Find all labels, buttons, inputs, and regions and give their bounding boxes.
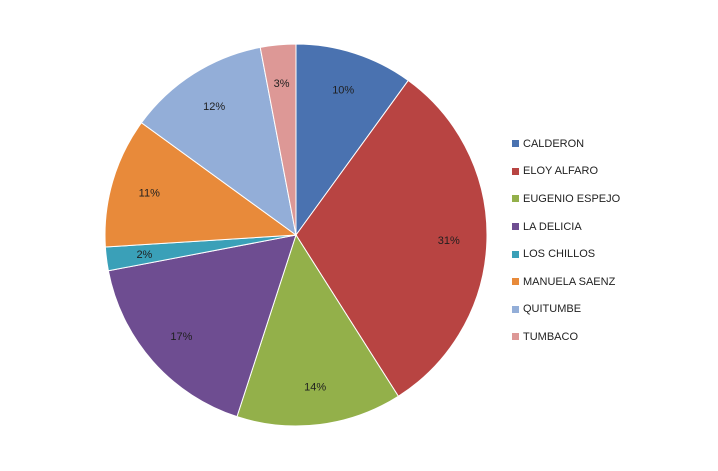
data-label-los-chillos: 2% [136, 249, 152, 261]
legend-label: LA DELICIA [523, 220, 582, 233]
pie-slice-calderon [295, 43, 409, 237]
legend-label: EUGENIO ESPEJO [523, 192, 621, 205]
legend-swatch [512, 250, 519, 258]
pie-slice-manuela-saenz [104, 122, 298, 248]
legend: CALDERON ELOY ALFARO EUGENIO ESPEJO LA DELI… [512, 130, 620, 351]
legend-swatch [512, 333, 519, 341]
legend-swatch [512, 140, 519, 148]
legend-label: ELOY ALFARO [523, 165, 599, 178]
pie-slice-tumbaco [259, 43, 297, 236]
legend-label: CALDERON [523, 137, 585, 150]
pie-labels: 10% 31% 14% 17% 2% 11% 12% 3% [136, 78, 459, 394]
legend-swatch [512, 223, 519, 231]
legend-swatch [512, 195, 519, 203]
legend-label: LOS CHILLOS [523, 248, 596, 261]
data-label-quitumbe: 12% [203, 101, 225, 113]
data-label-manuela-saenz: 11% [139, 187, 160, 199]
data-label-eloy-alfaro: 31% [438, 235, 460, 247]
pie-slice-quitumbe [140, 46, 297, 237]
legend-label: TUMBACO [523, 330, 578, 343]
data-label-tumbaco: 3% [274, 78, 290, 90]
legend-swatch [512, 167, 519, 175]
pie-slice-la-delicia [107, 234, 297, 418]
data-label-calderon: 10% [332, 85, 354, 97]
pie-slice-eugenio-espejo [236, 233, 400, 427]
legend-item: EUGENIO ESPEJO [512, 185, 620, 213]
data-label-eugenio-espejo: 14% [304, 382, 326, 394]
legend-label: QUITUMBE [523, 303, 582, 316]
pie-slice-eloy-alfaro [295, 79, 488, 397]
legend-label: MANUELA SAENZ [523, 275, 616, 288]
legend-item: LOS CHILLOS [512, 240, 620, 268]
legend-item: MANUELA SAENZ [512, 268, 620, 296]
legend-item: TUMBACO [512, 323, 620, 351]
legend-swatch [512, 305, 519, 313]
legend-item: QUITUMBE [512, 296, 620, 324]
pie-slices [104, 43, 488, 427]
legend-item: ELOY ALFARO [512, 158, 620, 186]
data-label-la-delicia: 17% [170, 331, 192, 343]
legend-item: LA DELICIA [512, 213, 620, 241]
legend-item: CALDERON [512, 130, 620, 158]
legend-swatch [512, 278, 519, 286]
